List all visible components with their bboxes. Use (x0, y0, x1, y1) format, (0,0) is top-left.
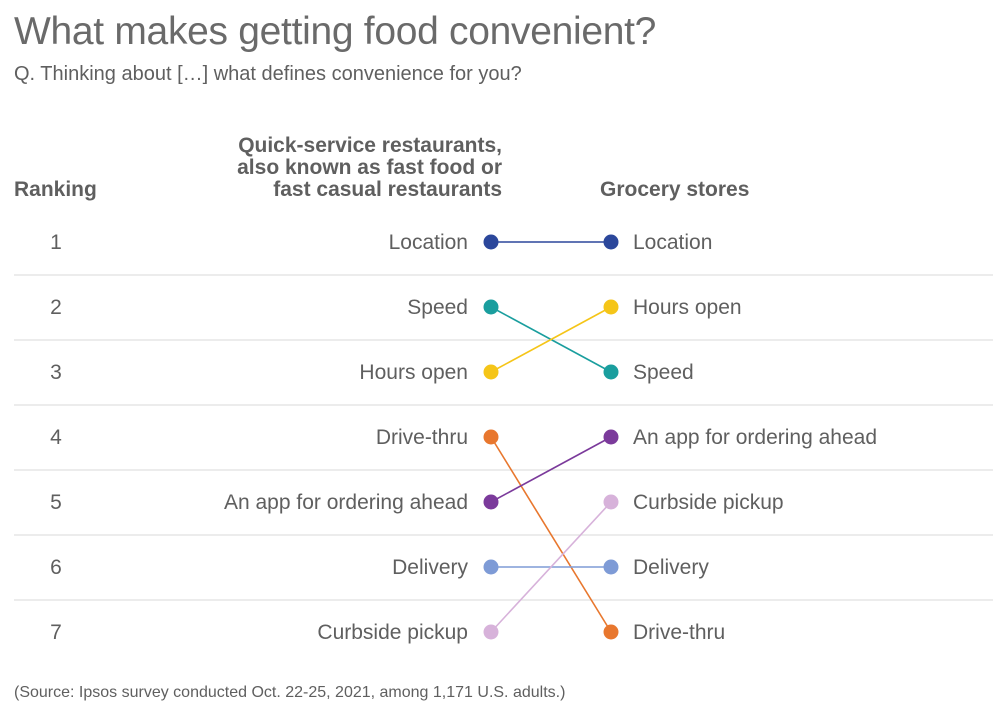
right-header: Grocery stores (600, 178, 749, 201)
left-dot-curbside-pickup (483, 624, 499, 640)
left-label-an-app-for-ordering-ahead: An app for ordering ahead (224, 491, 468, 514)
slope-chart: Ranking Quick-service restaurants, also … (14, 134, 993, 644)
left-label-speed: Speed (407, 296, 468, 319)
chart-title: What makes getting food convenient? (14, 10, 657, 53)
slope-line-drive-thru (490, 436, 612, 633)
left-label-delivery: Delivery (392, 556, 468, 579)
left-dot-hours-open (483, 364, 499, 380)
left-label-curbside-pickup: Curbside pickup (317, 621, 468, 644)
rank-number: 4 (50, 426, 62, 449)
right-label-an-app-for-ordering-ahead: An app for ordering ahead (633, 426, 877, 449)
column-headers: Ranking Quick-service restaurants, also … (14, 134, 749, 201)
rank-numbers: 1 2 3 4 5 6 7 (50, 231, 62, 644)
rank-number: 3 (50, 361, 62, 384)
left-label-location: Location (389, 231, 468, 254)
right-dot-delivery (603, 559, 619, 575)
right-label-location: Location (633, 231, 712, 254)
left-label-drive-thru: Drive-thru (376, 426, 468, 449)
left-dot-drive-thru (483, 429, 499, 445)
slope-line-curbside-pickup (490, 501, 612, 633)
right-label-hours-open: Hours open (633, 296, 742, 319)
right-label-delivery: Delivery (633, 556, 709, 579)
source-note: (Source: Ipsos survey conducted Oct. 22-… (14, 684, 566, 701)
right-dot-location (603, 234, 619, 250)
slope-line-hours-open (490, 306, 612, 373)
item-labels: Location Location Speed Speed Hours open Hour… (224, 231, 877, 644)
left-dot-speed (483, 299, 499, 315)
rank-number: 7 (50, 621, 62, 644)
rank-number: 1 (50, 231, 62, 254)
slope-dots (483, 234, 619, 640)
rank-header: Ranking (14, 178, 97, 201)
left-header-line-2: also known as fast food or (237, 156, 502, 179)
rank-number: 5 (50, 491, 62, 514)
right-dot-speed (603, 364, 619, 380)
rank-number: 2 (50, 296, 62, 319)
row-dividers (14, 274, 993, 601)
right-label-curbside-pickup: Curbside pickup (633, 491, 784, 514)
left-dot-an-app-for-ordering-ahead (483, 494, 499, 510)
left-dot-delivery (483, 559, 499, 575)
chart-subtitle: Q. Thinking about […] what defines conve… (14, 63, 522, 85)
left-header-line-1: Quick-service restaurants, (238, 134, 502, 157)
right-dot-drive-thru (603, 624, 619, 640)
slope-lines (490, 241, 612, 633)
rank-number: 6 (50, 556, 62, 579)
left-dot-location (483, 234, 499, 250)
right-dot-curbside-pickup (603, 494, 619, 510)
right-dot-an-app-for-ordering-ahead (603, 429, 619, 445)
left-label-hours-open: Hours open (359, 361, 468, 384)
slope-line-an-app-for-ordering-ahead (490, 436, 612, 503)
right-label-drive-thru: Drive-thru (633, 621, 725, 644)
right-dot-hours-open (603, 299, 619, 315)
left-header-line-3: fast casual restaurants (273, 178, 502, 201)
right-label-speed: Speed (633, 361, 694, 384)
